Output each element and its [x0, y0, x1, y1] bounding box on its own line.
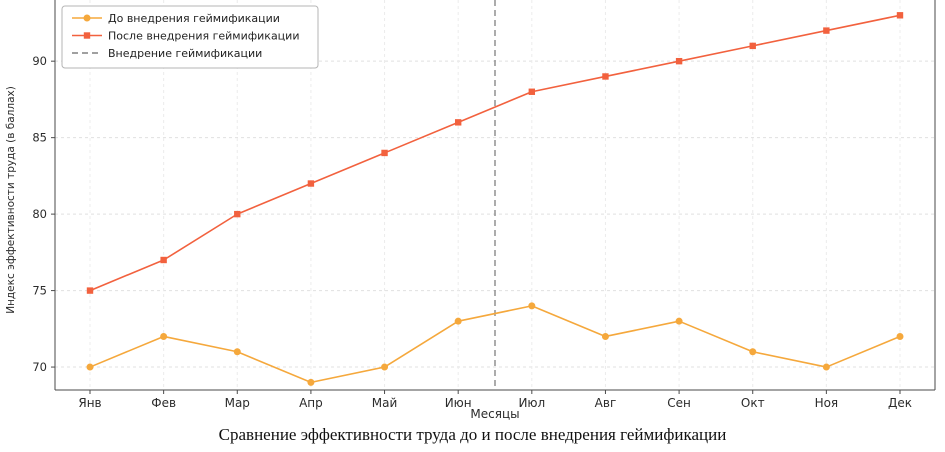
x-tick-label: Май — [372, 396, 398, 410]
data-point-after — [749, 42, 756, 50]
legend-marker-circle — [83, 14, 91, 22]
data-point-before — [454, 317, 462, 325]
axis-ticks: 70 75 80 85 90 Янв Фев Мар Апр Май Июн Июл Авг Сен Окт… — [32, 54, 912, 410]
x-tick-label: Авг — [595, 396, 617, 410]
series-line-after — [89, 14, 901, 292]
y-axis-label: Индекс эффективности труда (в баллах) — [5, 86, 17, 314]
legend-entry-label: До внедрения геймификации — [108, 12, 280, 25]
y-tick-label: 80 — [32, 207, 47, 221]
data-point-after — [602, 73, 609, 80]
x-tick-label: Окт — [741, 396, 765, 410]
x-axis-label: Месяцы — [470, 407, 519, 421]
data-point-after — [86, 287, 94, 294]
legend-entry-label: Внедрение геймификации — [108, 47, 262, 60]
legend-box — [61, 5, 319, 69]
x-tick-label: Июн — [445, 396, 472, 410]
y-tick-label: 70 — [32, 360, 47, 374]
data-point-before — [749, 348, 757, 356]
data-point-after — [823, 27, 830, 34]
data-point-after — [675, 57, 683, 65]
data-point-before — [86, 363, 94, 371]
data-point-after — [528, 88, 536, 95]
data-point-before — [675, 317, 683, 325]
data-point-before — [307, 378, 315, 386]
x-tick-label: Янв — [78, 396, 101, 410]
legend-marker-square — [83, 32, 91, 39]
data-point-before — [233, 348, 241, 356]
data-point-before — [528, 302, 536, 310]
chart-caption: Сравнение эффективности труда до и после… — [218, 425, 727, 444]
data-point-after — [381, 149, 388, 157]
x-tick-label: Апр — [299, 396, 323, 410]
data-point-before — [822, 363, 830, 371]
data-point-before — [896, 332, 904, 340]
x-tick-label: Дек — [888, 396, 912, 410]
axes-spines — [54, 0, 936, 391]
data-point-before — [160, 332, 168, 340]
legend-entry-label: После внедрения геймификации — [108, 29, 299, 42]
x-tick-label: Сен — [667, 396, 691, 410]
data-point-after — [160, 256, 167, 264]
data-point-before — [601, 332, 609, 340]
legend: До внедрения геймификации После внедрения… — [61, 5, 319, 69]
x-tick-label: Ноя — [815, 396, 839, 410]
y-tick-label: 75 — [32, 284, 47, 298]
data-point-after — [234, 210, 241, 218]
series-line-before — [89, 305, 901, 384]
data-point-after — [896, 12, 904, 19]
x-tick-label: Мар — [225, 396, 250, 410]
data-point-after — [307, 180, 315, 187]
x-tick-label: Фев — [151, 396, 176, 410]
series-lines — [86, 12, 904, 386]
y-tick-label: 85 — [32, 131, 47, 145]
y-tick-label: 90 — [32, 54, 47, 68]
chart-svg: 70 75 80 85 90 Янв Фев Мар Апр Май Июн Июл Авг Сен Окт… — [5, 0, 936, 421]
x-tick-label: Июл — [518, 396, 545, 410]
data-point-after — [454, 119, 462, 126]
data-point-before — [381, 363, 389, 371]
